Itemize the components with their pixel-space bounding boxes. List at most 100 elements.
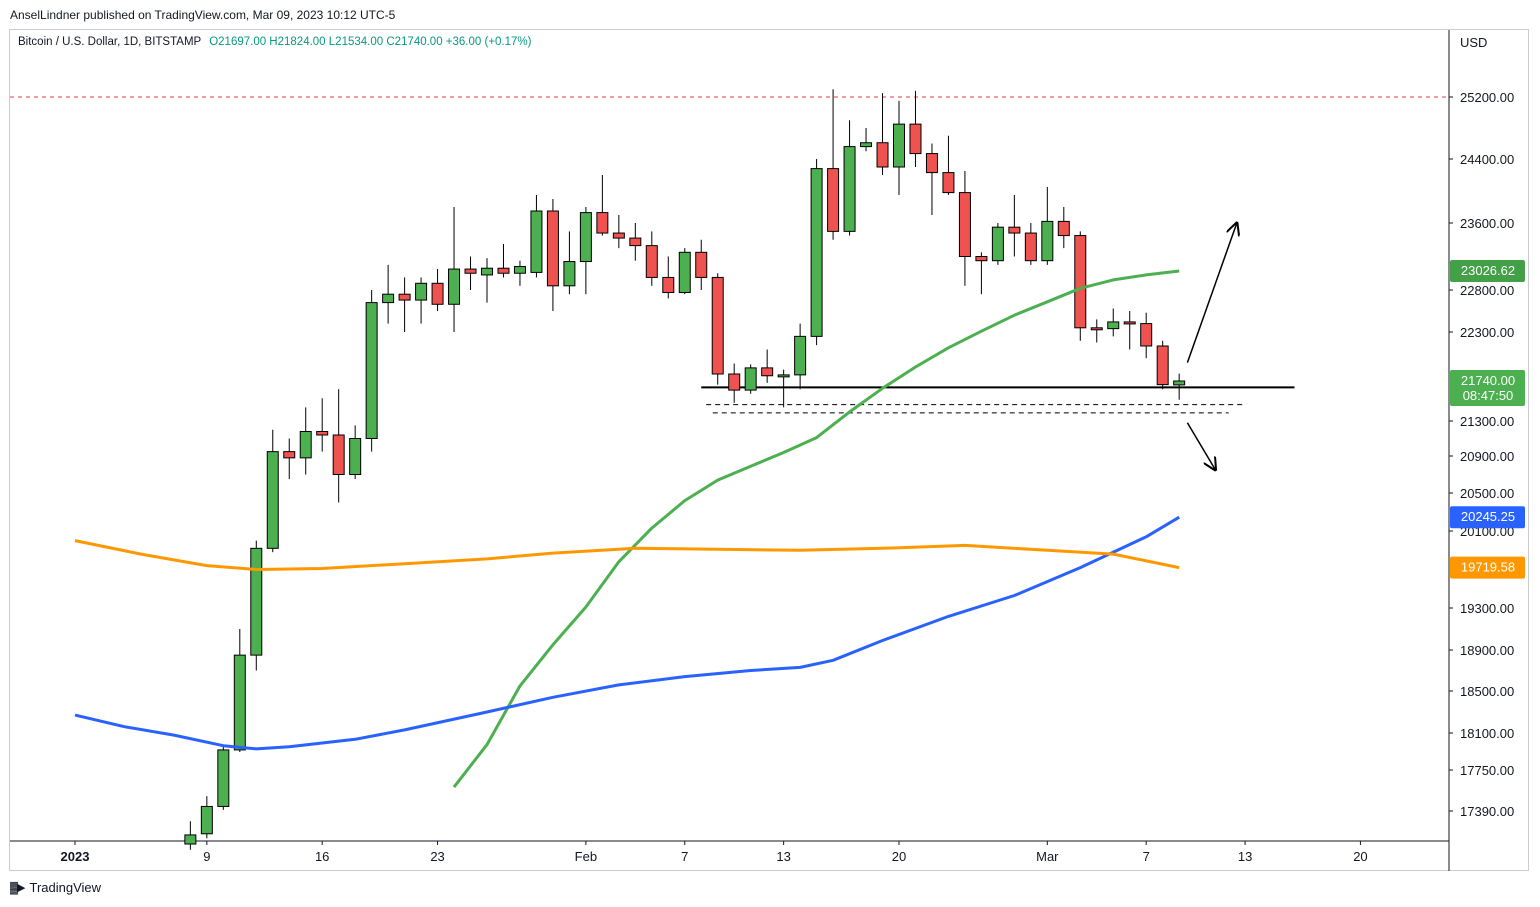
candle <box>612 215 625 249</box>
candle-body <box>448 268 461 305</box>
candle-body <box>761 367 774 377</box>
y-tick-label: 21300.00 <box>1460 414 1514 429</box>
candle-body <box>481 267 493 276</box>
candle <box>233 629 246 753</box>
candle <box>563 231 576 295</box>
candle <box>332 389 345 503</box>
candle <box>827 89 840 240</box>
candle-body <box>184 834 197 845</box>
y-tick-label: 17390.00 <box>1460 804 1514 819</box>
candle <box>266 429 279 553</box>
candle <box>398 277 411 332</box>
y-tick-label: 17750.00 <box>1460 763 1514 778</box>
price-badge-value: 20245.25 <box>1461 509 1515 524</box>
moving-average-line <box>452 269 1180 789</box>
candle-body <box>200 805 213 835</box>
y-tick-label: 24400.00 <box>1460 152 1514 167</box>
x-tick-label: 9 <box>203 849 210 864</box>
candle-body <box>695 251 708 278</box>
candle-body <box>794 335 807 376</box>
y-tick-label: 25200.00 <box>1460 90 1514 105</box>
candle-body <box>1173 380 1186 386</box>
candle <box>958 171 971 286</box>
candle <box>1008 195 1021 257</box>
candle <box>662 256 675 299</box>
candle-body <box>629 237 642 247</box>
candle-body <box>266 451 279 549</box>
candle <box>711 273 724 385</box>
candle <box>184 821 197 850</box>
candle <box>431 269 444 311</box>
candle <box>975 252 988 295</box>
candle <box>1173 373 1186 400</box>
candle-body <box>217 749 230 807</box>
candle-body <box>942 172 955 194</box>
candle-body <box>991 226 1004 262</box>
candle <box>1156 340 1169 390</box>
x-tick-label: 7 <box>681 849 688 864</box>
moving-average-line <box>74 539 1180 571</box>
candle-body <box>497 267 510 274</box>
chart-axes: USD 25200.00 24400.00 23600.00 22800.00 22300… <box>10 30 1514 871</box>
candle <box>744 364 757 394</box>
candle-body <box>645 245 658 278</box>
price-badge <box>1450 506 1525 529</box>
price-badge-value: 21740.00 <box>1461 373 1515 388</box>
candle <box>925 143 938 215</box>
candle-body <box>316 431 329 436</box>
candle-body <box>662 276 675 294</box>
candle-body <box>233 654 246 751</box>
candle-body <box>546 210 559 287</box>
candle-body <box>513 266 526 274</box>
candle <box>596 175 609 236</box>
y-tick-label: 23600.00 <box>1460 216 1514 231</box>
candle-body <box>365 302 378 439</box>
price-badge-value: 19719.58 <box>1461 560 1515 575</box>
x-tick-label: 2023 <box>61 849 90 864</box>
candle <box>365 290 378 452</box>
candle-body <box>382 293 395 304</box>
price-badge <box>1450 556 1525 579</box>
candle <box>761 349 774 383</box>
candle-body <box>744 367 757 391</box>
candle <box>678 248 691 295</box>
candle <box>283 438 296 480</box>
candle-body <box>810 168 823 337</box>
tradingview-brand[interactable]: ▓▶ TradingView <box>10 880 101 895</box>
price-badge <box>1450 370 1525 406</box>
candle <box>1090 319 1103 343</box>
x-tick-label: Mar <box>1036 849 1059 864</box>
y-tick-label: 20900.00 <box>1460 449 1514 464</box>
candle-body <box>464 268 477 274</box>
candle-body <box>415 282 428 301</box>
candle-body <box>612 232 625 239</box>
candle-body <box>431 282 444 305</box>
brand-label: TradingView <box>29 880 102 895</box>
candle <box>909 90 922 167</box>
candle <box>695 239 708 290</box>
candle-body <box>1156 345 1169 386</box>
candle-body <box>283 451 296 459</box>
candle-body <box>975 256 988 262</box>
candle-body <box>909 123 922 155</box>
price-badge <box>1450 260 1525 283</box>
candle <box>777 369 790 408</box>
arrow-down-icon <box>1186 422 1215 470</box>
x-tick-label: 20 <box>892 849 906 864</box>
candle <box>1107 308 1120 337</box>
candle <box>860 128 873 152</box>
candle-body <box>827 168 840 232</box>
candle-body <box>398 293 411 301</box>
candle-body <box>843 146 856 232</box>
chart-legend: Bitcoin / U.S. Dollar, 1D, BITSTAMP O2169… <box>18 36 531 48</box>
candle <box>546 199 559 311</box>
arrow-up-icon <box>1186 223 1236 363</box>
x-tick-label: Feb <box>575 849 597 864</box>
candle <box>382 264 395 324</box>
candle-body <box>1024 232 1037 262</box>
candle-body <box>530 210 543 273</box>
candle <box>794 323 807 390</box>
candle-body <box>958 192 971 258</box>
